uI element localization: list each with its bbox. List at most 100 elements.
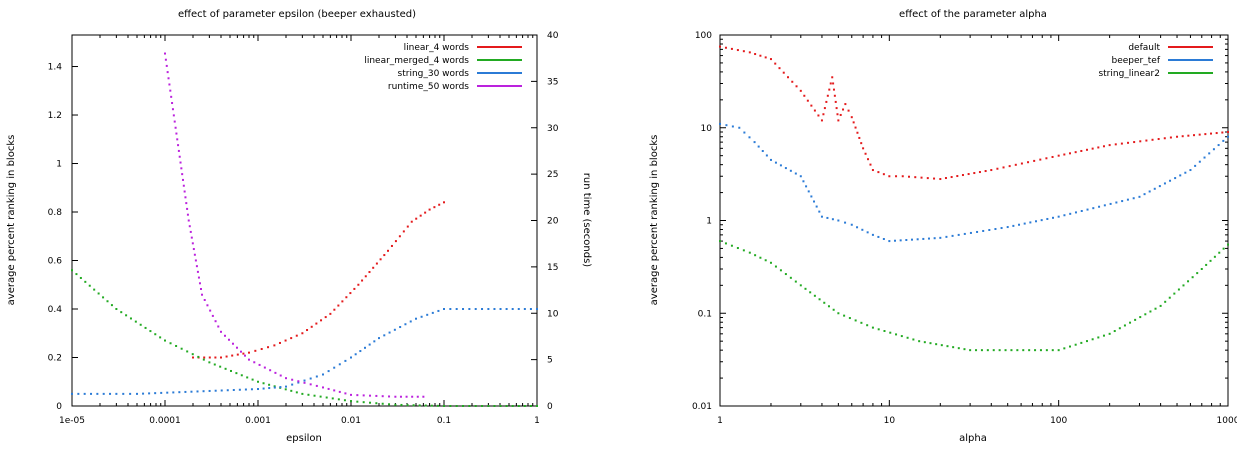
data-point (1016, 349, 1019, 352)
data-point (748, 251, 751, 254)
x-tick-label: 0.0001 (149, 416, 181, 426)
data-point (998, 349, 1001, 352)
data-point (774, 161, 777, 164)
data-point (181, 178, 184, 181)
data-point (313, 394, 316, 397)
data-point (847, 109, 850, 112)
data-point (1035, 220, 1038, 223)
data-point (208, 361, 211, 364)
data-point (455, 308, 458, 311)
chart-title: effect of parameter epsilon (beeper exha… (178, 9, 416, 20)
data-point (260, 348, 263, 351)
data-point (481, 405, 484, 407)
data-point (1039, 349, 1042, 352)
data-point (952, 346, 955, 349)
data-point (825, 100, 828, 103)
y2-axis-label: run time (seconds) (581, 173, 592, 268)
data-point (309, 377, 312, 380)
data-point (190, 390, 193, 393)
legend-label: linear_4 words (404, 43, 470, 53)
data-point (394, 240, 397, 243)
data-point (996, 167, 999, 170)
data-point (206, 304, 209, 307)
data-point (789, 276, 792, 279)
data-point (757, 145, 760, 148)
data-point (1222, 139, 1225, 142)
data-point (1187, 134, 1190, 137)
data-point (1163, 137, 1166, 140)
data-point (227, 338, 230, 341)
data-point (166, 71, 169, 74)
series-linear-merged-4-words (71, 269, 538, 407)
data-point (148, 392, 151, 395)
data-point (291, 378, 294, 381)
data-point (176, 138, 179, 141)
data-point (424, 211, 427, 214)
data-point (805, 185, 808, 188)
data-point (736, 49, 739, 52)
data-point (1012, 224, 1015, 227)
data-point (284, 377, 287, 380)
data-point (1074, 151, 1077, 154)
data-point (1057, 154, 1060, 157)
data-point (493, 308, 496, 311)
data-point (787, 76, 790, 79)
data-point (861, 228, 864, 231)
data-point (268, 387, 271, 390)
data-point (914, 176, 917, 179)
data-point (836, 113, 839, 116)
data-point (443, 308, 445, 311)
data-point (719, 45, 721, 48)
data-point (813, 109, 816, 112)
data-point (813, 200, 816, 203)
data-point (1085, 340, 1088, 343)
data-point (1203, 156, 1206, 159)
data-point (975, 349, 978, 352)
x-tick-label: 1000 (1217, 416, 1237, 426)
data-point (1145, 139, 1148, 142)
data-point (181, 173, 184, 176)
x-tick-label: 0.01 (341, 416, 361, 426)
data-point (102, 296, 105, 299)
data-point (1008, 165, 1011, 168)
data-point (835, 107, 838, 110)
data-point (369, 394, 372, 397)
data-point (877, 235, 880, 238)
data-point (83, 392, 86, 395)
data-point (517, 308, 520, 311)
data-point (1127, 141, 1130, 144)
data-point (871, 326, 874, 329)
data-point (251, 378, 254, 381)
data-point (309, 383, 312, 386)
data-point (191, 353, 194, 356)
data-point (236, 353, 239, 356)
data-point (1193, 134, 1196, 137)
data-point (1028, 349, 1031, 352)
data-point (431, 311, 434, 314)
data-point (160, 391, 163, 394)
data-point (901, 175, 904, 178)
data-point (505, 308, 508, 311)
data-point (250, 388, 253, 391)
data-point (961, 174, 964, 177)
data-point (169, 89, 172, 92)
data-point (333, 389, 336, 392)
series-default (719, 45, 1229, 181)
data-point (191, 242, 194, 245)
data-point (832, 308, 835, 311)
data-point (910, 238, 913, 241)
x-tick-label: 0.1 (437, 416, 451, 426)
y2-tick-label: 30 (547, 124, 559, 134)
data-point (338, 390, 341, 393)
data-point (186, 207, 189, 210)
data-point (1151, 138, 1154, 141)
data-point (1029, 221, 1032, 224)
data-point (1086, 208, 1089, 211)
data-point (742, 249, 745, 252)
data-point (306, 329, 309, 332)
legend-label: string_30 words (398, 69, 470, 79)
data-point (88, 284, 91, 287)
data-point (920, 176, 923, 179)
data-point (1169, 136, 1172, 139)
data-point (1205, 263, 1208, 266)
